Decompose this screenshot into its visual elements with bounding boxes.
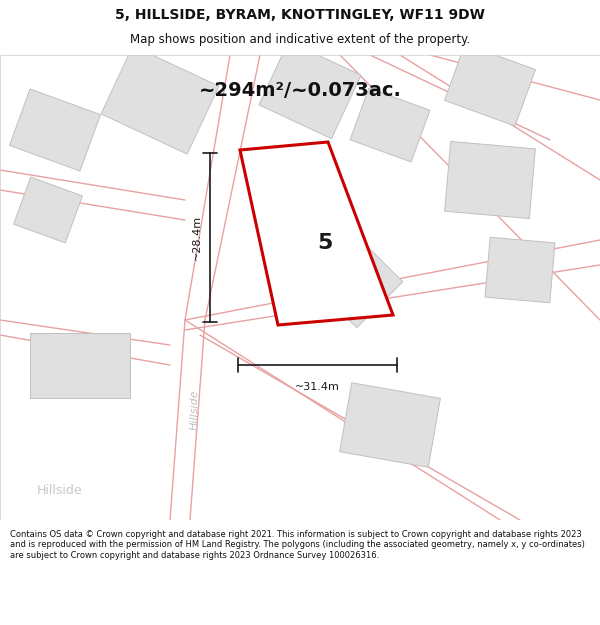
Text: Hillside: Hillside bbox=[190, 390, 200, 430]
Polygon shape bbox=[307, 232, 403, 328]
Text: Contains OS data © Crown copyright and database right 2021. This information is : Contains OS data © Crown copyright and d… bbox=[10, 530, 585, 560]
Polygon shape bbox=[10, 89, 100, 171]
Polygon shape bbox=[485, 238, 555, 302]
Polygon shape bbox=[30, 332, 130, 398]
Text: ~294m²/~0.073ac.: ~294m²/~0.073ac. bbox=[199, 81, 401, 99]
Polygon shape bbox=[14, 177, 82, 243]
Text: Map shows position and indicative extent of the property.: Map shows position and indicative extent… bbox=[130, 32, 470, 46]
Text: ~31.4m: ~31.4m bbox=[295, 382, 340, 392]
Polygon shape bbox=[445, 44, 535, 126]
Polygon shape bbox=[259, 41, 361, 139]
Polygon shape bbox=[240, 142, 393, 325]
Text: Hillside: Hillside bbox=[261, 141, 283, 179]
Text: Hillside: Hillside bbox=[37, 484, 83, 496]
Polygon shape bbox=[101, 46, 219, 154]
Polygon shape bbox=[340, 382, 440, 468]
Text: ~28.4m: ~28.4m bbox=[192, 215, 202, 260]
Text: 5: 5 bbox=[317, 233, 332, 253]
Polygon shape bbox=[445, 141, 535, 219]
Text: 5, HILLSIDE, BYRAM, KNOTTINGLEY, WF11 9DW: 5, HILLSIDE, BYRAM, KNOTTINGLEY, WF11 9D… bbox=[115, 8, 485, 22]
Polygon shape bbox=[350, 88, 430, 162]
